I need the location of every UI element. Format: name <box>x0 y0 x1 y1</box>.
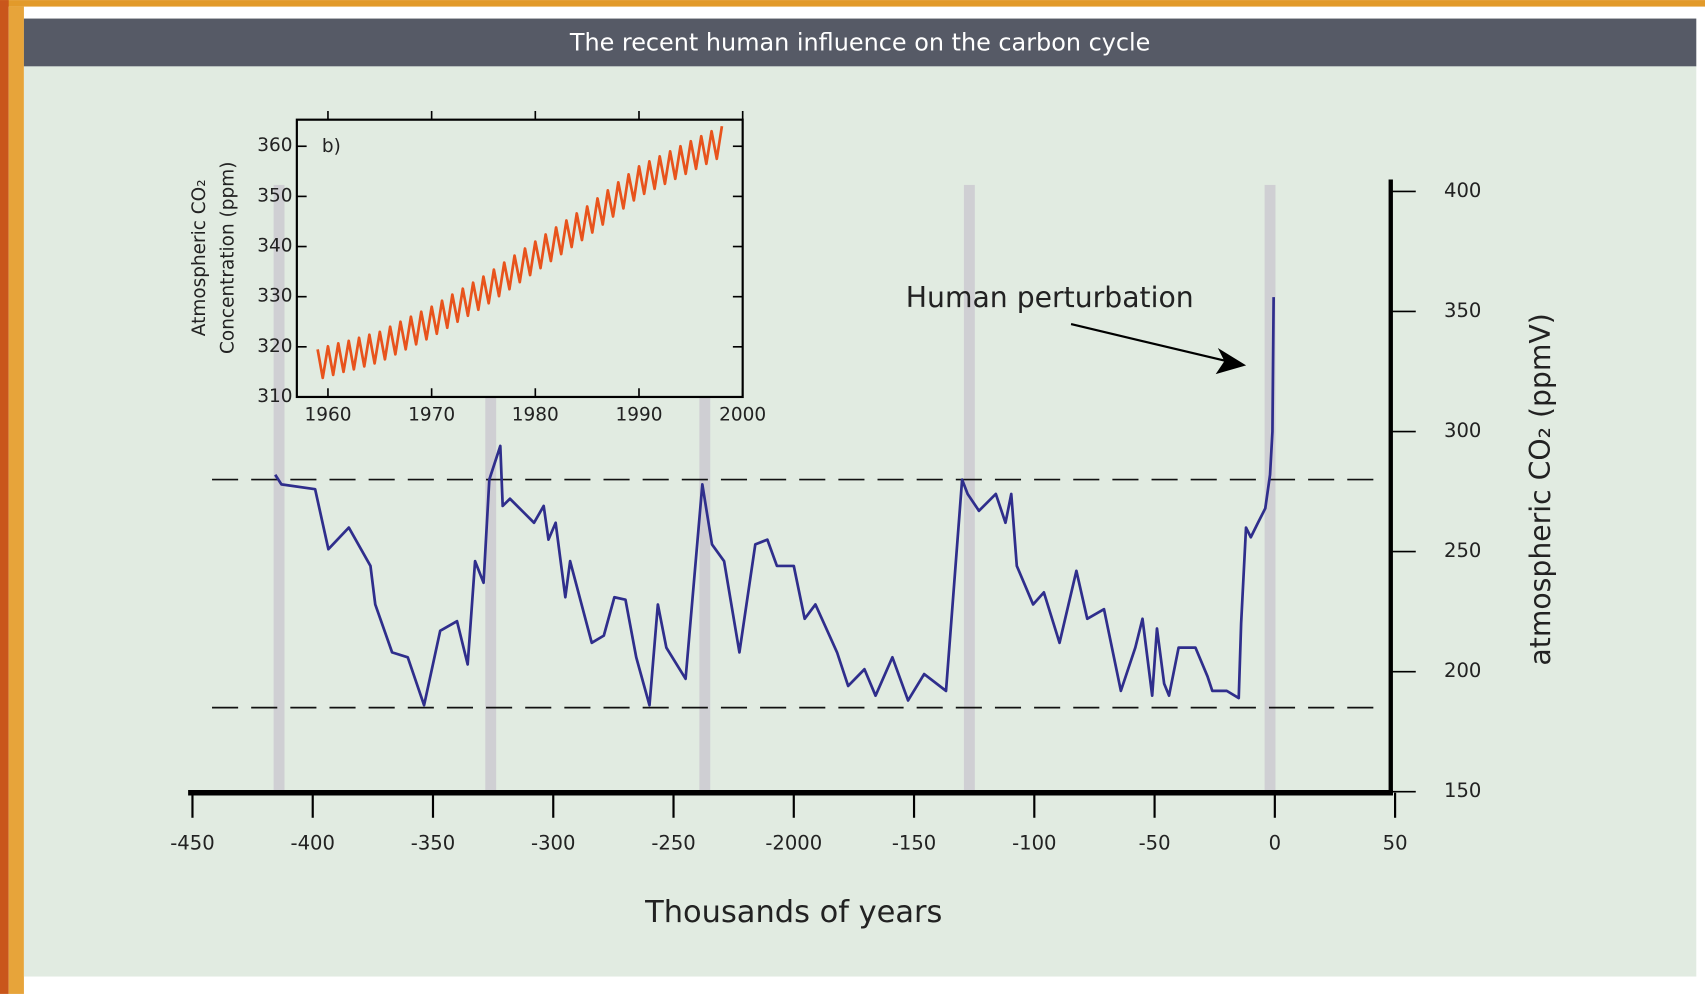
y-axis-label: atmospheric CO₂ (ppmV) <box>1524 313 1557 665</box>
y-tick-label: 150 <box>1444 779 1481 802</box>
x-tick-label: 0 <box>1269 831 1281 854</box>
x-tick-label: 1970 <box>408 404 455 425</box>
x-tick-label: -350 <box>411 831 455 854</box>
panel-label: b) <box>322 136 341 157</box>
x-tick-label: -100 <box>1012 831 1056 854</box>
highlight-band <box>273 184 285 792</box>
top-border <box>0 0 1705 7</box>
annotation: Human perturbation <box>906 281 1194 314</box>
data-line <box>316 125 724 380</box>
y-tick-label: 300 <box>1444 419 1481 442</box>
annotation-arrow <box>1070 323 1227 363</box>
chart-title: The recent human influence on the carbon… <box>569 29 1151 57</box>
y-tick-label: 310 <box>257 386 292 407</box>
x-tick-label: 50 <box>1383 831 1408 854</box>
inset-frame <box>295 118 744 399</box>
y-tick-label: 200 <box>1444 659 1481 682</box>
x-tick-label: -300 <box>531 831 575 854</box>
inset-plot: 1960 1970 1980 1990 2000 310 320 330 340 350 360 b)… <box>189 110 766 425</box>
highlight-band <box>485 184 497 792</box>
highlight-band <box>963 184 975 792</box>
x-tick-label: -50 <box>1139 831 1171 854</box>
y-axis-label: Atmospheric CO₂ <box>189 179 210 336</box>
x-tick-label: 1980 <box>512 404 559 425</box>
x-tick-label: -400 <box>291 831 335 854</box>
y-tick-label: 350 <box>257 185 292 206</box>
y-tick-label: 400 <box>1444 179 1481 202</box>
x-tick-label: 1990 <box>615 404 662 425</box>
x-tick-label: -250 <box>651 831 695 854</box>
highlight-band <box>1264 184 1276 792</box>
y-tick-label: 360 <box>257 135 292 156</box>
data-line <box>274 297 1275 707</box>
x-tick-label: 2000 <box>719 404 766 425</box>
left-border-inner <box>8 6 24 994</box>
x-tick-label: -2000 <box>765 831 822 854</box>
x-tick-label: -450 <box>170 831 214 854</box>
main-plot: -450 -400 -350 -300 -250 -2000 -150 -100 -50 0 50 1… <box>170 179 1557 930</box>
y-tick-label: 340 <box>257 236 292 257</box>
y-tick-label: 350 <box>1444 299 1481 322</box>
highlight-band <box>699 184 711 792</box>
x-tick-label: 1960 <box>304 404 351 425</box>
left-border <box>0 0 9 994</box>
arrow-head <box>1215 348 1247 375</box>
y-tick-label: 320 <box>257 336 292 357</box>
x-axis-label: Thousands of years <box>644 895 942 930</box>
y-tick-label: 250 <box>1444 539 1481 562</box>
x-tick-label: -150 <box>892 831 936 854</box>
title-bar <box>23 18 1697 67</box>
y-tick-label: 330 <box>257 286 292 307</box>
y-axis-label: Concentration (ppm) <box>217 162 238 354</box>
